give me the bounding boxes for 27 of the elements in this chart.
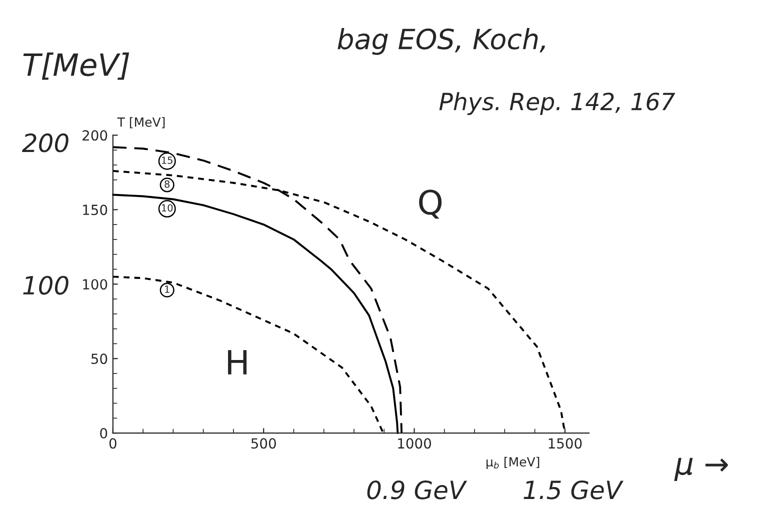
y-tick-label: 150 xyxy=(83,204,108,216)
y-tick-label: 50 xyxy=(91,354,108,364)
chart-subtitle: Phys. Rep. 142, 167 xyxy=(439,92,676,116)
annotation: H xyxy=(228,350,247,374)
x-tick-label: 1000 xyxy=(398,438,432,449)
text: 1.5 GeV xyxy=(524,480,624,500)
annotation: 15 xyxy=(162,156,172,164)
line-series xyxy=(112,276,384,434)
x-tick-label: 0 xyxy=(109,438,116,449)
y-tick-label: 100 xyxy=(83,279,108,290)
annotation: 8 xyxy=(164,180,170,188)
y-tick-label: 200 xyxy=(82,130,108,141)
text: 0.9 GeV xyxy=(367,480,468,500)
annotation: Q xyxy=(419,190,442,219)
x-tick-label: 500 xyxy=(251,438,276,449)
annotation: 1 xyxy=(165,286,170,293)
y-tick-label: 0 xyxy=(100,428,108,439)
text: 200 xyxy=(22,133,68,152)
x-axis-title: μ$_{b}$ [MeV] xyxy=(486,456,540,469)
x-tick-label: 1500 xyxy=(548,438,582,449)
y-axis-title: T [MeV] xyxy=(117,117,165,128)
text: 100 xyxy=(23,276,68,295)
annotation: 10 xyxy=(162,204,173,212)
chart-title: bag EOS, Koch, xyxy=(338,28,545,55)
line-series xyxy=(112,194,399,434)
text: T[MeV] xyxy=(23,52,130,80)
text: μ → xyxy=(674,458,728,481)
